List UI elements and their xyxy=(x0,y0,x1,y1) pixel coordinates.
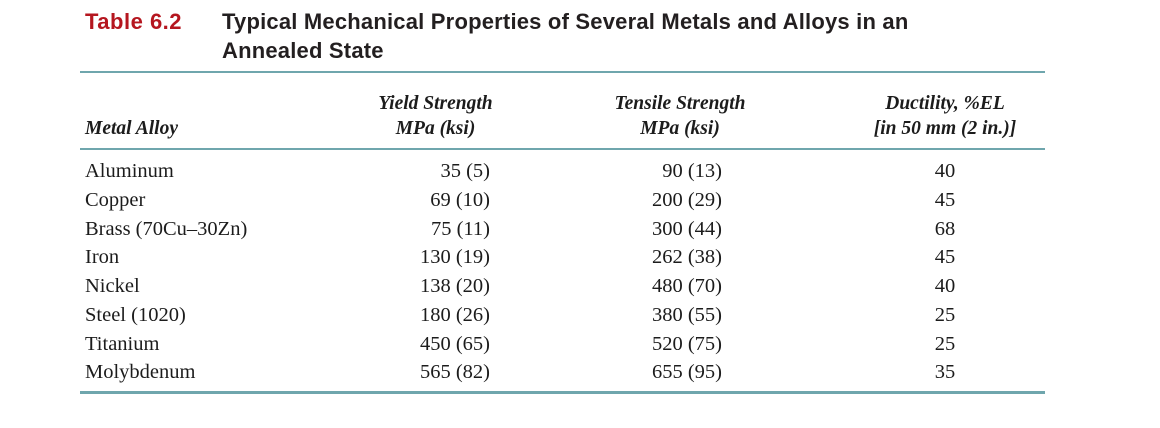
cell-alloy: Iron xyxy=(85,246,120,269)
table-row: Molybdenum 565 (82) 655 (95) 35 xyxy=(80,358,1045,387)
table-body: Aluminum 35 (5) 90 (13) 40 Copper 69 (10… xyxy=(80,150,1045,391)
table-row: Titanium 450 (65) 520 (75) 25 xyxy=(80,330,1045,359)
top-rule xyxy=(80,71,1045,73)
table-row: Brass (70Cu–30Zn) 75 (11) 300 (44) 68 xyxy=(80,215,1045,244)
cell-ductility: 25 xyxy=(934,303,956,326)
cell-tensile: 480 (70) xyxy=(651,275,722,297)
cell-tensile: 300 (44) xyxy=(651,217,722,240)
bottom-rule xyxy=(80,391,1045,394)
table-header-row: Metal Alloy Yield Strength MPa (ksi) Ten… xyxy=(80,73,1045,148)
table-row: Steel (1020) 180 (26) 380 (55) 25 xyxy=(80,301,1045,330)
cell-tensile: 262 (38) xyxy=(651,246,722,269)
header-rule xyxy=(80,148,1045,150)
table-row: Aluminum 35 (5) 90 (13) 40 xyxy=(80,157,1045,186)
table-number-label: Table 6.2 xyxy=(85,9,183,34)
table-title: Typical Mechanical Properties of Several… xyxy=(222,7,908,65)
cell-ductility: 45 xyxy=(934,246,956,269)
cell-ductility: 45 xyxy=(934,188,956,211)
cell-alloy: Steel (1020) xyxy=(85,303,186,326)
cell-alloy: Molybdenum xyxy=(85,361,196,384)
cell-yield: 69 (10) xyxy=(430,188,490,211)
cell-yield: 565 (82) xyxy=(419,361,490,384)
cell-alloy: Brass (70Cu–30Zn) xyxy=(85,217,248,240)
cell-alloy: Aluminum xyxy=(85,160,174,182)
cell-yield: 75 (11) xyxy=(430,217,490,240)
cell-tensile: 655 (95) xyxy=(651,361,722,384)
table-row: Iron 130 (19) 262 (38) 45 xyxy=(80,243,1045,272)
column-header-yield-strength: Yield Strength MPa (ksi) xyxy=(378,93,493,139)
column-header-ductility: Ductility, %EL [in 50 mm (2 in.)] xyxy=(873,93,1017,139)
cell-ductility: 35 xyxy=(934,361,956,384)
cell-yield: 450 (65) xyxy=(419,332,490,355)
cell-tensile: 380 (55) xyxy=(651,303,722,326)
table-row: Copper 69 (10) 200 (29) 45 xyxy=(80,186,1045,215)
cell-alloy: Titanium xyxy=(85,332,160,355)
cell-yield: 180 (26) xyxy=(419,303,490,326)
cell-yield: 35 (5) xyxy=(440,160,490,182)
column-header-metal-alloy: Metal Alloy xyxy=(85,118,178,139)
cell-ductility: 68 xyxy=(934,217,956,240)
column-header-tensile-strength: Tensile Strength MPa (ksi) xyxy=(614,93,746,139)
table-caption: Table 6.2 Typical Mechanical Properties … xyxy=(85,7,908,65)
cell-tensile: 200 (29) xyxy=(651,188,722,211)
table-title-line1: Typical Mechanical Properties of Several… xyxy=(222,9,909,34)
cell-yield: 138 (20) xyxy=(419,275,490,297)
cell-alloy: Nickel xyxy=(85,275,140,297)
properties-table: Metal Alloy Yield Strength MPa (ksi) Ten… xyxy=(80,71,1045,394)
cell-ductility: 25 xyxy=(934,332,956,355)
table-title-line2: Annealed State xyxy=(222,38,384,63)
cell-tensile: 520 (75) xyxy=(651,332,722,355)
cell-ductility: 40 xyxy=(934,275,956,297)
cell-tensile: 90 (13) xyxy=(662,160,722,182)
table-row: Nickel 138 (20) 480 (70) 40 xyxy=(80,272,1045,301)
cell-alloy: Copper xyxy=(85,188,146,211)
cell-yield: 130 (19) xyxy=(419,246,490,269)
cell-ductility: 40 xyxy=(934,160,956,182)
